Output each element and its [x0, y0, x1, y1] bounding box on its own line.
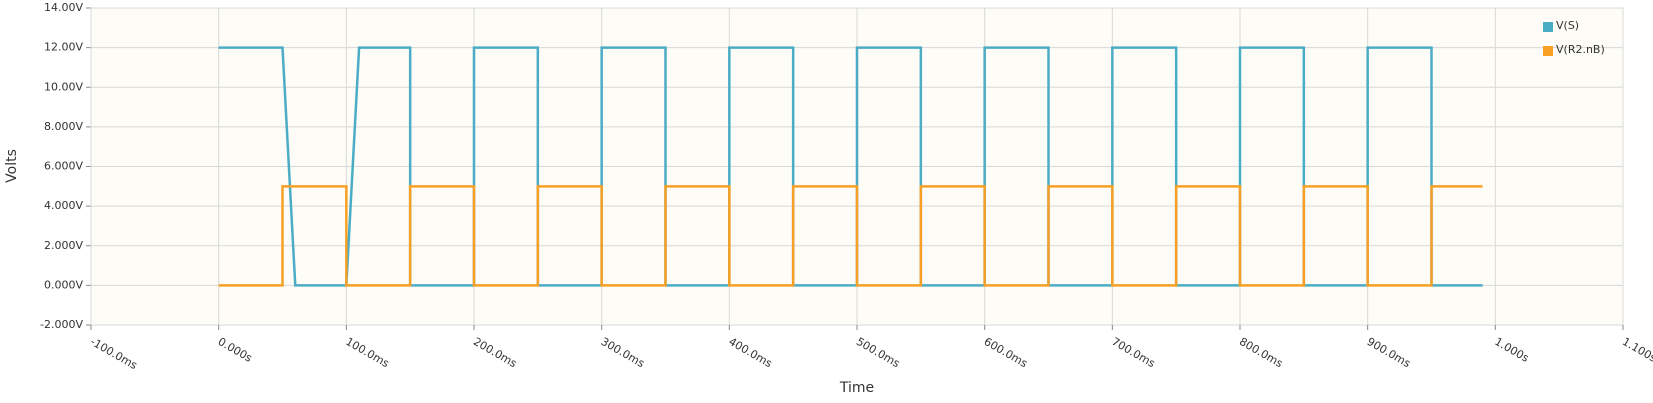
x-tick-label: 500.0ms [854, 335, 902, 370]
legend-label: V(R2.nB) [1556, 43, 1605, 56]
x-tick-label: 800.0ms [1237, 335, 1285, 370]
x-tick-label: 0.000s [216, 335, 255, 365]
series-line [218, 185, 1483, 287]
y-tick-label: 10.00V [44, 80, 83, 93]
x-tick-label: -100.0ms [88, 335, 140, 372]
x-tick-label: 1.000s [1492, 335, 1531, 365]
legend-label: V(S) [1556, 19, 1579, 32]
x-tick-label: 400.0ms [726, 335, 774, 370]
legend-swatch [1543, 22, 1553, 32]
x-tick-label: 300.0ms [599, 335, 647, 370]
series-line [218, 46, 1483, 287]
y-tick-label: 6.000V [44, 160, 83, 173]
y-tick-label: 0.000V [44, 278, 83, 291]
x-tick-label: 100.0ms [343, 335, 391, 370]
x-axis-label: Time [839, 380, 874, 396]
x-tick-label: 900.0ms [1365, 335, 1413, 370]
y-tick-label: -2.000V [40, 318, 83, 331]
y-tick-label: 14.00V [44, 1, 83, 14]
y-tick-label: 4.000V [44, 199, 83, 212]
legend-swatch [1543, 46, 1553, 56]
y-tick-label: 12.00V [44, 41, 83, 54]
y-axis-label: Volts [4, 149, 20, 183]
x-tick-label: 600.0ms [982, 335, 1030, 370]
y-tick-label: 8.000V [44, 120, 83, 133]
x-tick-label: 1.100s [1620, 335, 1653, 365]
y-tick-label: 2.000V [44, 239, 83, 252]
x-tick-label: 700.0ms [1109, 335, 1157, 370]
x-tick-label: 200.0ms [471, 335, 519, 370]
